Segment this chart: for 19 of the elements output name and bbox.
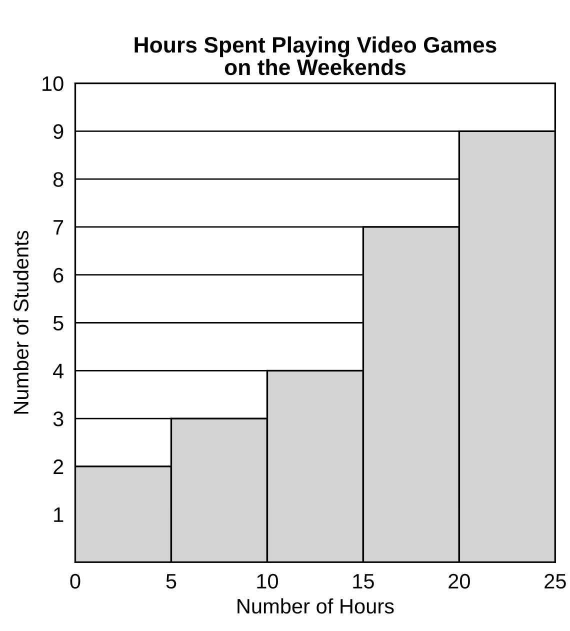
y-axis-title: Number of Students	[13, 230, 29, 414]
x-tick-label: 15	[353, 574, 374, 589]
x-axis-title: Number of Hours	[238, 598, 394, 614]
y-tick-label: 2	[54, 459, 64, 474]
y-tick-label: 9	[54, 124, 64, 139]
y-tick-label: 4	[53, 364, 64, 378]
y-tick-label: 5	[53, 316, 64, 331]
x-tick-label: 5	[166, 574, 176, 589]
x-tick-label: 10	[257, 574, 278, 589]
y-tick-label: 6	[54, 268, 64, 283]
y-tick-label: 1	[54, 508, 64, 522]
x-tick-label: 25	[544, 574, 566, 589]
y-tick-label: 10	[42, 76, 64, 92]
x-tick-label: 20	[448, 574, 470, 589]
y-tick-label: 7	[54, 220, 64, 235]
chart-title: Hours Spent Playing Video Games on the Weekends	[134, 36, 496, 76]
x-tick-label: 0	[70, 574, 80, 589]
y-tick-label: 8	[53, 172, 64, 187]
y-tick-label: 3	[53, 412, 64, 426]
